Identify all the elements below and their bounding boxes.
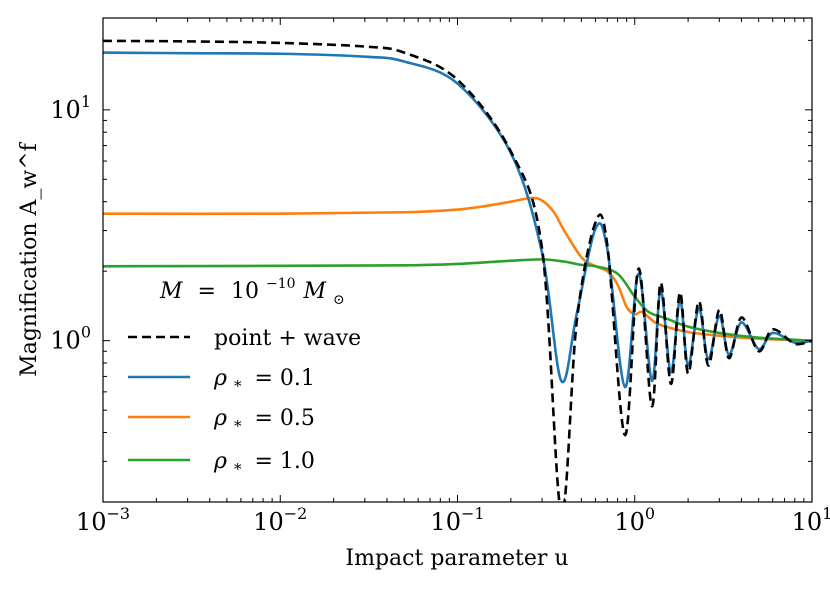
- x-axis-label-text: Impact parameter u: [345, 546, 568, 571]
- x-tick-label-base: 10: [792, 508, 823, 536]
- series-line-2: [103, 196, 812, 342]
- legend-rho-1-0-sub: *: [234, 460, 242, 478]
- legend-rho-1-0-sym: ρ: [213, 449, 227, 474]
- y-tick-label-exp: 1: [81, 92, 91, 111]
- x-tick-label-base: 10: [253, 508, 284, 536]
- legend-rho-0-1-val: = 0.1: [254, 366, 314, 391]
- x-tick-label-base: 10: [614, 508, 645, 536]
- plot-frame: [102, 17, 813, 503]
- x-tick-label: 10−3: [76, 504, 130, 536]
- x-tick-label: 10−2: [253, 504, 307, 536]
- legend-title-eq: =: [198, 279, 216, 304]
- y-tick-label-base: 10: [50, 327, 81, 355]
- x-tick-label: 10−1: [430, 504, 484, 536]
- legend-title: M = 10 −10 M ⊙: [159, 269, 345, 308]
- legend-rho-0-5-sub: *: [234, 417, 242, 435]
- legend-label-point-wave: point + wave: [214, 326, 361, 351]
- legend-label-rho-0-1: ρ * = 0.1: [213, 366, 315, 397]
- x-tick-label-exp: 0: [645, 504, 655, 523]
- legend-rho-0-5-val: = 0.5: [254, 406, 314, 431]
- x-tick-label-exp: −1: [461, 504, 485, 523]
- y-tick-label: 100: [50, 323, 91, 355]
- series-line-1: [103, 51, 812, 389]
- x-tick-label-exp: −3: [106, 504, 130, 523]
- y-tick-label: 101: [50, 92, 91, 124]
- legend-title-exp: −10: [266, 276, 296, 292]
- series-layer: [103, 39, 812, 502]
- y-axis-label-text: Magnification A_w^f: [17, 141, 42, 376]
- x-tick-label-exp: 1: [822, 504, 830, 523]
- x-axis-label: Impact parameter u: [345, 546, 568, 571]
- series-line-0: [103, 39, 812, 502]
- x-tick-label: 100: [614, 504, 655, 536]
- y-axis-label: Magnification A_w^f: [17, 141, 42, 376]
- x-tick-label: 101: [792, 504, 830, 536]
- legend-label-rho-1-0: ρ * = 1.0: [213, 449, 315, 480]
- y-tick-label-exp: 0: [81, 323, 91, 342]
- legend-rho-0-1-sym: ρ: [213, 366, 227, 391]
- legend: M = 10 −10 M ⊙ point + wave ρ * = 0.1 ρ …: [128, 269, 361, 480]
- series-line-3: [103, 258, 812, 342]
- legend-label-rho-0-5: ρ * = 0.5: [213, 406, 315, 437]
- legend-title-mass: M: [303, 279, 327, 304]
- x-tick-label-exp: −2: [284, 504, 308, 523]
- legend-rho-0-1-sub: *: [234, 377, 242, 395]
- x-tick-label-base: 10: [430, 508, 461, 536]
- legend-rho-1-0-val: = 1.0: [254, 449, 314, 474]
- y-tick-label-base: 10: [50, 96, 81, 124]
- x-tick-label-base: 10: [76, 508, 107, 536]
- legend-rho-0-5-sym: ρ: [213, 406, 227, 431]
- legend-title-m: M: [159, 279, 183, 304]
- legend-title-sun: ⊙: [333, 292, 345, 308]
- legend-title-base: 10: [231, 279, 259, 304]
